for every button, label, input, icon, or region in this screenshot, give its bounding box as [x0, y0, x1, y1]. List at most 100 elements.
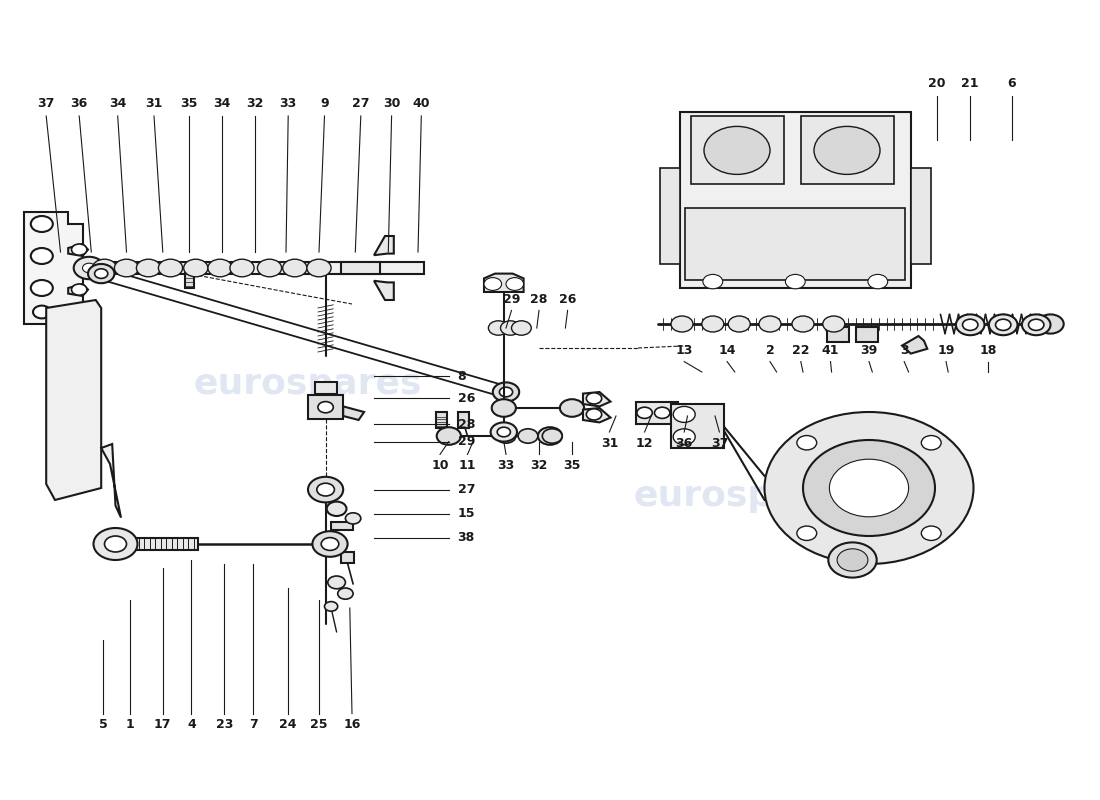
Circle shape	[321, 538, 339, 550]
Text: 10: 10	[431, 459, 449, 472]
Circle shape	[158, 259, 183, 277]
Circle shape	[327, 502, 346, 516]
Text: eurospares: eurospares	[634, 479, 862, 513]
Text: 23: 23	[216, 718, 233, 731]
Text: 8: 8	[458, 370, 466, 382]
Circle shape	[828, 542, 877, 578]
Text: 22: 22	[792, 344, 810, 357]
Polygon shape	[583, 408, 610, 422]
Polygon shape	[343, 406, 364, 420]
Circle shape	[837, 549, 868, 571]
Polygon shape	[46, 300, 101, 500]
Circle shape	[702, 316, 724, 332]
Circle shape	[759, 316, 781, 332]
Circle shape	[671, 316, 693, 332]
Circle shape	[328, 576, 345, 589]
Circle shape	[33, 306, 51, 318]
Text: 6: 6	[1008, 77, 1016, 90]
Text: 30: 30	[383, 97, 400, 110]
Bar	[341, 262, 380, 274]
Bar	[660, 168, 680, 264]
Circle shape	[673, 406, 695, 422]
Bar	[132, 538, 198, 550]
Bar	[308, 395, 343, 419]
Text: 34: 34	[213, 97, 231, 110]
Circle shape	[560, 399, 584, 417]
Circle shape	[996, 319, 1011, 330]
Text: 27: 27	[458, 483, 475, 496]
Circle shape	[31, 216, 53, 232]
Circle shape	[312, 531, 348, 557]
Polygon shape	[24, 212, 82, 324]
Text: 17: 17	[154, 718, 172, 731]
Text: 28: 28	[458, 418, 475, 430]
Text: 26: 26	[458, 392, 475, 405]
Circle shape	[95, 269, 108, 278]
Circle shape	[814, 126, 880, 174]
Circle shape	[114, 259, 139, 277]
Text: 37: 37	[37, 97, 55, 110]
Circle shape	[538, 427, 562, 445]
Bar	[911, 168, 931, 264]
Circle shape	[764, 412, 974, 564]
Circle shape	[637, 407, 652, 418]
Circle shape	[308, 477, 343, 502]
Bar	[827, 327, 849, 342]
Circle shape	[324, 602, 338, 611]
Circle shape	[922, 435, 942, 450]
Bar	[636, 402, 678, 424]
Circle shape	[728, 316, 750, 332]
Circle shape	[74, 257, 104, 279]
Text: 11: 11	[459, 459, 476, 472]
Circle shape	[703, 274, 723, 289]
Bar	[801, 116, 894, 184]
Bar	[691, 116, 784, 184]
Text: 33: 33	[279, 97, 297, 110]
Text: 16: 16	[343, 718, 361, 731]
Text: 38: 38	[458, 531, 475, 544]
Circle shape	[94, 528, 138, 560]
Bar	[458, 412, 469, 428]
Bar	[331, 522, 353, 530]
Circle shape	[518, 429, 538, 443]
Circle shape	[499, 387, 513, 397]
Circle shape	[803, 440, 935, 536]
Text: 12: 12	[636, 437, 653, 450]
Circle shape	[230, 259, 254, 277]
Polygon shape	[68, 244, 88, 256]
Circle shape	[792, 316, 814, 332]
Circle shape	[785, 274, 805, 289]
Circle shape	[989, 314, 1018, 335]
Text: 28: 28	[530, 293, 548, 306]
Circle shape	[586, 393, 602, 404]
Circle shape	[956, 314, 984, 335]
Text: 14: 14	[718, 344, 736, 357]
Circle shape	[962, 319, 978, 330]
Bar	[685, 208, 905, 280]
Text: 13: 13	[675, 344, 693, 357]
Text: 3: 3	[900, 344, 909, 357]
Circle shape	[317, 483, 334, 496]
Circle shape	[496, 429, 516, 443]
Text: 26: 26	[559, 293, 576, 306]
Text: 29: 29	[458, 435, 475, 448]
Text: 31: 31	[145, 97, 163, 110]
Text: 40: 40	[412, 97, 430, 110]
Circle shape	[257, 259, 282, 277]
Bar	[436, 412, 447, 428]
Bar	[82, 262, 424, 274]
Text: 5: 5	[99, 718, 108, 731]
Bar	[341, 552, 354, 563]
Bar	[680, 112, 911, 288]
Circle shape	[704, 126, 770, 174]
Circle shape	[500, 321, 520, 335]
Text: 9: 9	[320, 97, 329, 110]
Circle shape	[136, 259, 161, 277]
Text: 19: 19	[937, 344, 955, 357]
Circle shape	[586, 409, 602, 420]
Circle shape	[829, 459, 909, 517]
Text: 37: 37	[711, 437, 728, 450]
Circle shape	[338, 588, 353, 599]
Text: 31: 31	[601, 437, 618, 450]
Circle shape	[208, 259, 232, 277]
